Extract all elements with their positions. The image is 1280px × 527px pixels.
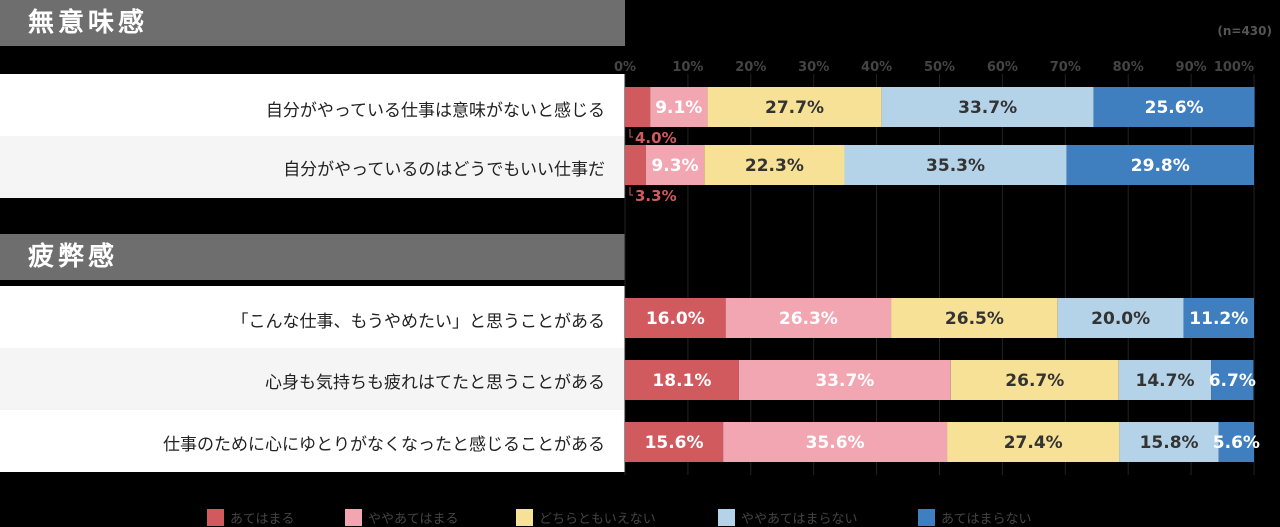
data-label: 27.7% (765, 98, 824, 118)
bar-segment (625, 298, 726, 338)
data-label: 26.5% (945, 309, 1004, 329)
bar-segment (704, 145, 845, 185)
x-tick-label: 40% (861, 60, 892, 75)
legend-swatch (516, 509, 533, 526)
x-tick-label: 100% (1214, 60, 1254, 75)
data-label: 18.1% (652, 371, 711, 391)
data-label: 14.7% (1136, 371, 1195, 391)
bar-segment (1057, 298, 1184, 338)
data-label: 22.3% (745, 156, 804, 176)
x-tick-label: 30% (798, 60, 829, 75)
bar-segment (625, 360, 739, 400)
bar-segment (1093, 87, 1255, 127)
bar-segment (1119, 422, 1219, 462)
section-title: 疲弊感 (28, 242, 119, 272)
x-tick-label: 20% (735, 60, 766, 75)
label-leader (629, 187, 633, 196)
data-label: 11.2% (1189, 309, 1248, 329)
legend-swatch (345, 509, 362, 526)
row-label: 自分がやっているのはどうでもいい仕事だ (283, 160, 605, 180)
data-label: 26.7% (1005, 371, 1064, 391)
row-label: 自分がやっている仕事は意味がないと感じる (265, 101, 605, 121)
bar-segment (723, 422, 948, 462)
bar-segment (625, 87, 651, 127)
x-tick-label: 70% (1050, 60, 1081, 75)
data-label: 6.7% (1209, 371, 1256, 391)
data-label: 33.7% (958, 98, 1017, 118)
bar-segment (881, 87, 1094, 127)
data-label: 20.0% (1091, 309, 1150, 329)
x-tick-label: 60% (987, 60, 1018, 75)
legend-label: ややあてはまらない (741, 512, 858, 527)
bar-segment (645, 145, 705, 185)
legend-label: あてはまらない (941, 512, 1032, 527)
x-tick-label: 0% (614, 60, 636, 75)
legend-label: ややあてはまる (368, 512, 459, 527)
row-label: 心身も気持ちも疲れはてたと思うことがある (265, 373, 605, 393)
data-label: 35.3% (926, 156, 985, 176)
bar-segment (725, 298, 892, 338)
bar-segment (1218, 422, 1254, 462)
legend-swatch (918, 509, 935, 526)
data-label: 33.7% (815, 371, 874, 391)
bar-segment (707, 87, 882, 127)
data-label: 9.1% (655, 98, 702, 118)
data-label: 16.0% (646, 309, 705, 329)
bar-segment (1066, 145, 1254, 185)
bar-segment (947, 422, 1120, 462)
row-background (0, 136, 625, 198)
data-label: 26.3% (779, 309, 838, 329)
data-label: 4.0% (635, 129, 677, 147)
data-label: 3.3% (635, 187, 677, 205)
legend-item: あてはまらない (918, 508, 1031, 527)
data-label: 15.6% (645, 433, 704, 453)
row-background (0, 348, 625, 410)
x-tick-label: 50% (924, 60, 955, 75)
bar-segment (650, 87, 708, 127)
row-label: 仕事のために心にゆとりがなくなったと感じることがある (163, 435, 605, 455)
section-header-meaninglessness: 無意味感 (0, 0, 625, 46)
data-label: 25.6% (1145, 98, 1204, 118)
bar-segment (844, 145, 1067, 185)
row-label: 「こんな仕事、もうやめたい」と思うことがある (231, 312, 606, 332)
data-label: 15.8% (1140, 433, 1199, 453)
section-title: 無意味感 (28, 8, 149, 38)
x-tick-label: 90% (1176, 60, 1207, 75)
legend-label: どちらともいえない (539, 512, 656, 527)
x-tick-label: 10% (672, 60, 703, 75)
x-tick-label: 80% (1113, 60, 1144, 75)
sample-size-note: (n=430) (1217, 24, 1272, 38)
bar-segment (1183, 298, 1254, 338)
data-label: 29.8% (1131, 156, 1190, 176)
data-label: 27.4% (1004, 433, 1063, 453)
legend-swatch (207, 509, 224, 526)
legend-swatch (718, 509, 735, 526)
legend-item: ややあてはまらない (718, 508, 857, 527)
legend-item: あてはまる (207, 508, 294, 527)
bar-segment (738, 360, 951, 400)
legend-item: どちらともいえない (516, 508, 656, 527)
legend-item: ややあてはまる (345, 508, 458, 527)
data-label: 35.6% (806, 433, 865, 453)
legend: あてはまる ややあてはまる どちらともいえない ややあてはまらない あてはまらな… (0, 508, 1280, 527)
row-background (0, 74, 625, 136)
stacked-bar-chart: 0% 10% 20% 30% 40% 50% 60% 70% 80% 90% 100% 4.0% 9.1… (614, 60, 1260, 475)
section-header-exhaustion: 疲弊感 (0, 234, 625, 280)
bar-segment (625, 422, 724, 462)
row-background (0, 410, 625, 472)
bar-segment (625, 145, 646, 185)
bar-segment (950, 360, 1119, 400)
legend-label: あてはまる (230, 512, 295, 527)
label-leader (629, 129, 633, 138)
bar-segment (1211, 360, 1254, 400)
data-label: 5.6% (1213, 433, 1260, 453)
bar-segment (1118, 360, 1212, 400)
bar-segment (891, 298, 1058, 338)
data-label: 9.3% (651, 156, 698, 176)
row-background (0, 286, 625, 348)
